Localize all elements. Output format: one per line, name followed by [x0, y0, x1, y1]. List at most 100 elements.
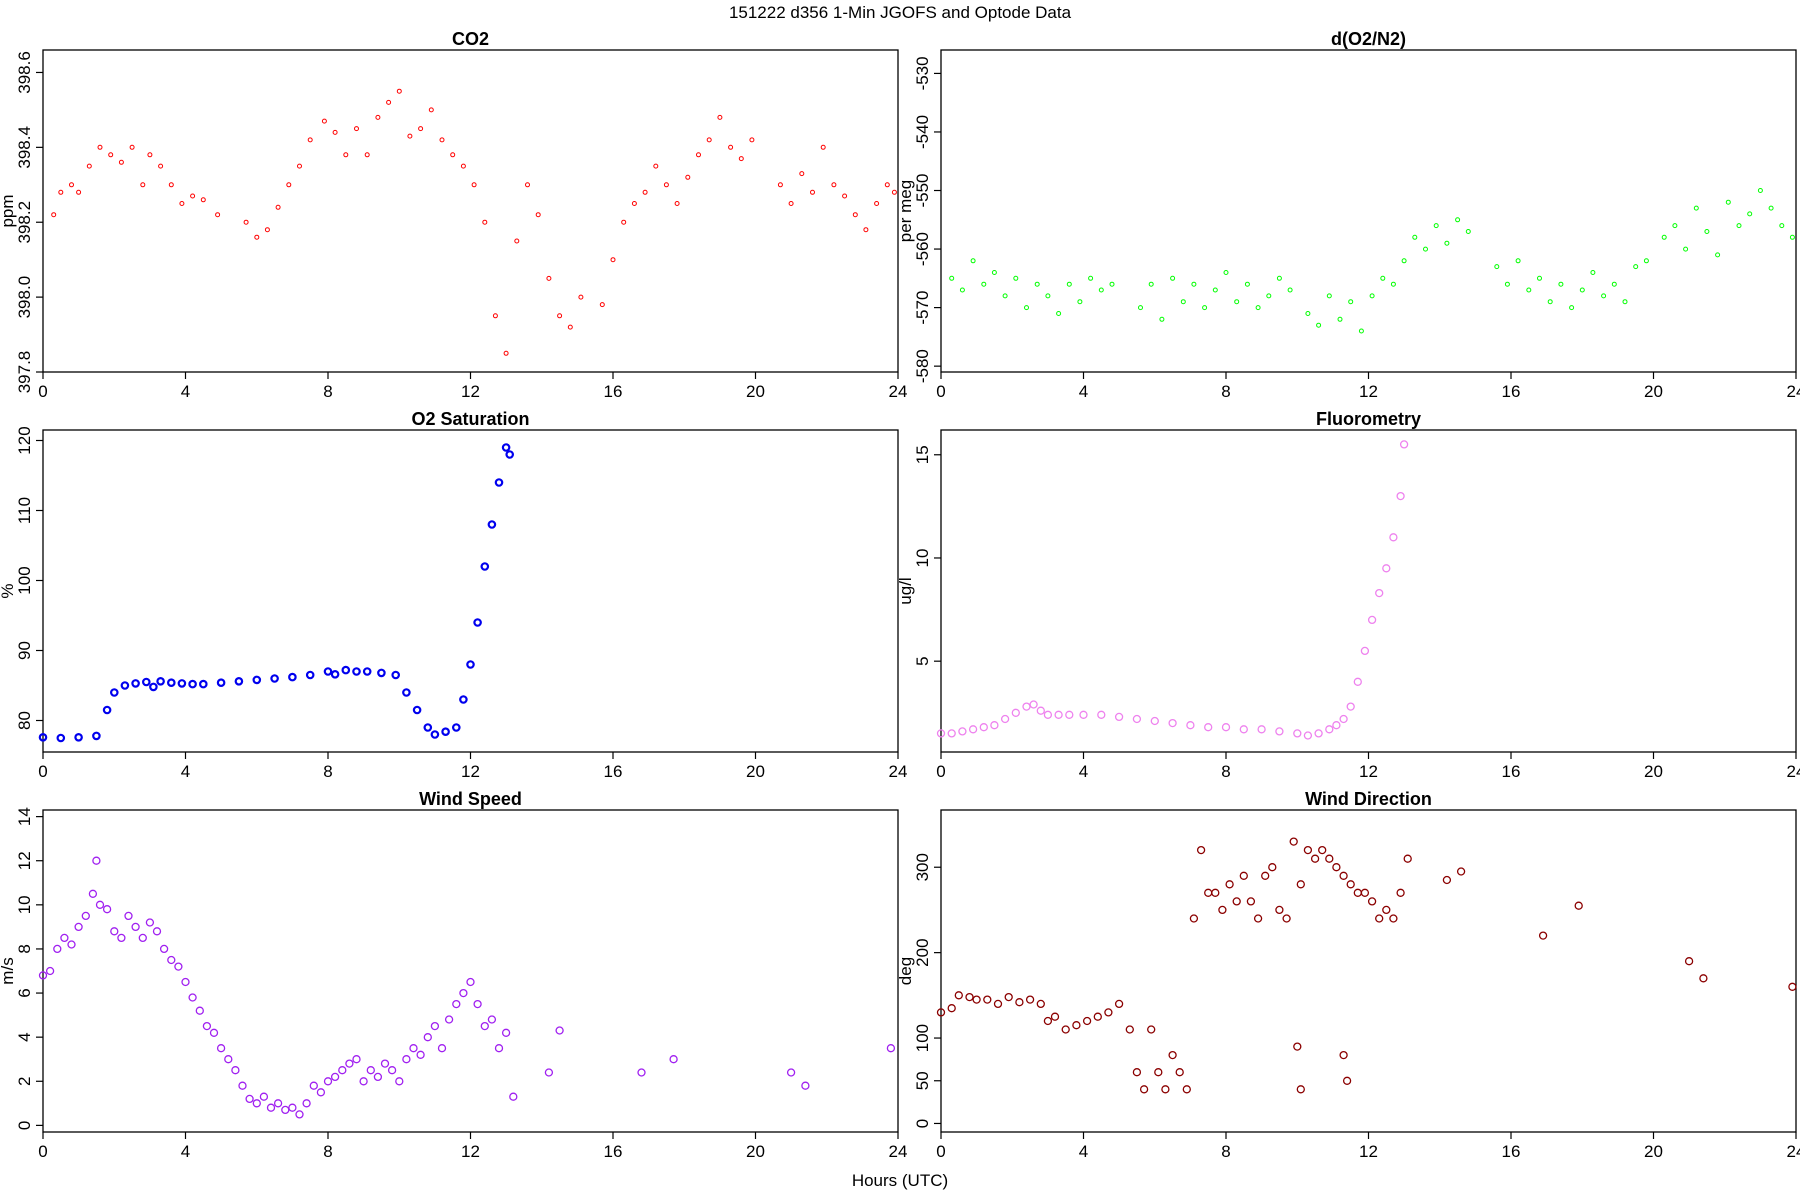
data-point — [480, 562, 490, 571]
data-point — [471, 182, 477, 188]
data-point — [1293, 1042, 1302, 1051]
data-point — [238, 1081, 247, 1090]
data-point — [428, 107, 434, 113]
data-point — [487, 520, 497, 529]
data-point — [749, 137, 755, 143]
data-point — [1282, 914, 1291, 923]
data-point — [1346, 702, 1355, 711]
y-tick-label: 2 — [15, 1077, 34, 1086]
data-point — [1202, 305, 1208, 311]
data-point — [179, 201, 185, 206]
x-tick-label: 8 — [323, 762, 332, 781]
data-point — [118, 159, 124, 165]
data-point — [1704, 229, 1710, 234]
data-point — [959, 287, 965, 293]
data-point — [1043, 710, 1053, 719]
x-tick-label: 4 — [181, 762, 190, 781]
data-point — [863, 227, 869, 233]
data-point — [110, 927, 119, 936]
data-point — [67, 940, 76, 949]
data-point — [270, 674, 279, 683]
x-tick-label: 16 — [604, 762, 623, 781]
y-axis-label: deg — [896, 957, 915, 985]
data-point — [799, 171, 805, 177]
data-point — [188, 993, 197, 1002]
y-tick-label: 90 — [15, 641, 34, 660]
data-point — [423, 1033, 432, 1042]
data-point — [56, 733, 66, 743]
data-point — [1367, 897, 1377, 906]
data-point — [1253, 914, 1263, 923]
data-point — [391, 670, 401, 680]
figure-title: 151222 d356 1-Min JGOFS and Optode Data — [729, 3, 1072, 22]
y-tick-label: -530 — [913, 56, 932, 90]
data-point — [323, 1077, 333, 1086]
data-point — [1138, 305, 1143, 311]
data-point — [1150, 716, 1159, 726]
data-point — [1077, 299, 1083, 305]
data-point — [1526, 287, 1532, 293]
data-point — [307, 137, 313, 143]
data-point — [970, 258, 976, 264]
y-tick-label: 397.8 — [15, 351, 34, 394]
data-point — [947, 1004, 956, 1013]
y-tick-label: 10 — [15, 895, 34, 914]
data-point — [216, 678, 226, 688]
data-point — [1339, 871, 1348, 880]
data-point — [738, 156, 744, 162]
data-point — [1367, 615, 1377, 625]
data-point — [979, 723, 988, 732]
data-point — [494, 1044, 504, 1053]
data-point — [167, 955, 176, 965]
data-point — [1538, 931, 1548, 940]
data-point — [1234, 299, 1240, 305]
y-axis-label: ug/l — [896, 577, 915, 604]
data-point — [53, 944, 62, 954]
y-tick-label: 0 — [15, 1121, 34, 1130]
x-tick-label: 16 — [1502, 1142, 1521, 1161]
data-point — [1442, 875, 1452, 885]
data-point — [216, 1044, 226, 1053]
data-point — [1139, 1085, 1149, 1094]
data-point — [1079, 710, 1088, 719]
data-point — [1266, 293, 1272, 299]
data-point — [1747, 211, 1753, 217]
data-point — [76, 189, 82, 195]
data-point — [1699, 974, 1708, 983]
data-point — [1305, 311, 1311, 316]
data-point — [1170, 275, 1176, 281]
data-point — [1189, 914, 1199, 923]
data-point — [1433, 223, 1439, 229]
data-point — [936, 729, 946, 738]
data-point — [492, 313, 498, 319]
data-point — [418, 126, 424, 132]
x-tick-label: 8 — [323, 1142, 332, 1161]
data-point — [810, 189, 815, 195]
data-point — [86, 163, 92, 169]
data-point — [266, 1103, 276, 1112]
data-point — [1289, 837, 1298, 846]
data-points — [936, 837, 1797, 1094]
data-point — [38, 971, 48, 980]
y-tick-label: -560 — [913, 232, 932, 266]
data-point — [1375, 588, 1384, 598]
x-tick-label: 8 — [323, 382, 332, 401]
x-tick-label: 24 — [1787, 1142, 1800, 1161]
data-point — [1515, 258, 1521, 264]
data-point — [152, 927, 162, 936]
data-point — [1325, 854, 1334, 863]
data-point — [1232, 897, 1241, 906]
data-point — [108, 152, 114, 158]
data-point — [1000, 714, 1010, 724]
data-point — [1212, 287, 1218, 293]
data-point — [1175, 1068, 1184, 1077]
data-point — [820, 144, 826, 150]
data-point — [97, 144, 103, 150]
data-point — [1380, 275, 1386, 281]
data-point — [1204, 888, 1213, 897]
data-point — [1547, 299, 1553, 305]
data-point — [321, 118, 327, 124]
plot-frame — [940, 49, 1797, 373]
data-point — [936, 1008, 946, 1017]
